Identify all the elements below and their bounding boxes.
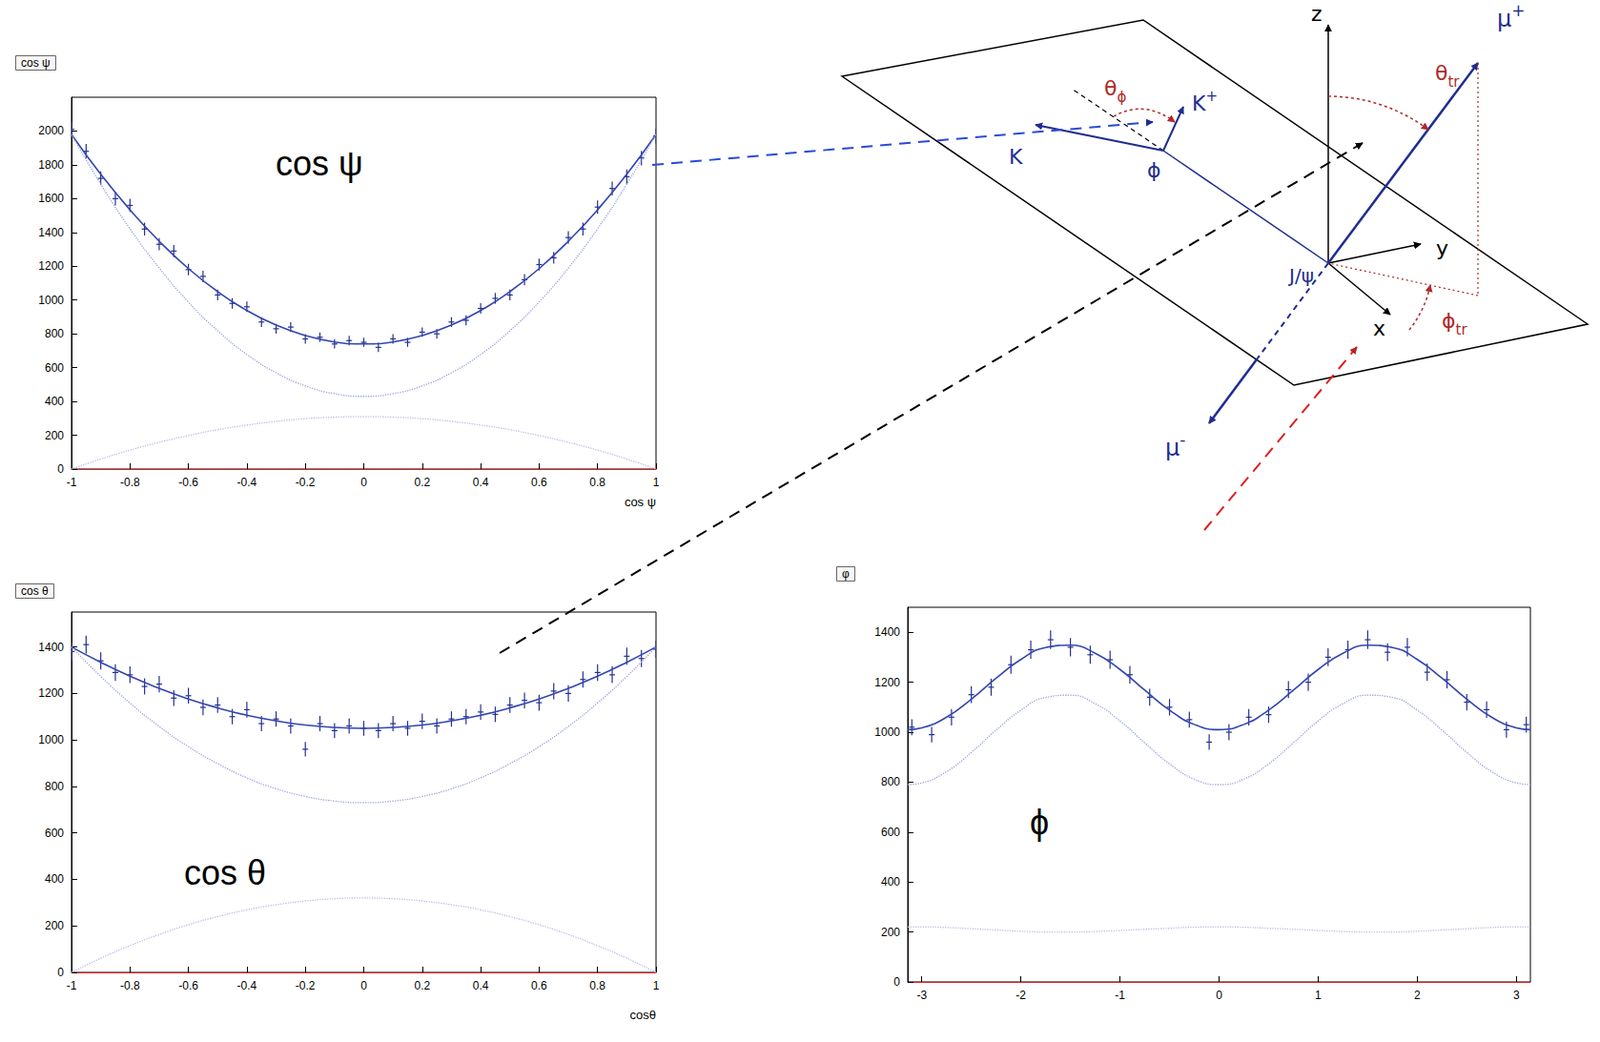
- svg-text:-1: -1: [66, 979, 78, 993]
- svg-text:1400: 1400: [874, 625, 901, 639]
- svg-text:μ-: μ-: [1165, 430, 1186, 462]
- svg-text:200: 200: [44, 919, 64, 933]
- svg-text:1400: 1400: [38, 225, 64, 240]
- svg-text:800: 800: [881, 775, 901, 789]
- svg-text:0: 0: [1215, 988, 1223, 1003]
- svg-text:cos ψ: cos ψ: [20, 56, 51, 70]
- svg-text:1200: 1200: [38, 686, 64, 700]
- svg-text:1: 1: [1314, 988, 1322, 1003]
- svg-text:0: 0: [57, 965, 64, 980]
- svg-text:600: 600: [44, 361, 64, 375]
- svg-text:1200: 1200: [874, 676, 901, 690]
- svg-text:0: 0: [360, 979, 368, 993]
- svg-text:-0.6: -0.6: [178, 475, 199, 490]
- svg-text:0.6: 0.6: [531, 979, 548, 993]
- svg-text:0.8: 0.8: [589, 979, 606, 993]
- svg-text:-3: -3: [916, 988, 927, 1003]
- svg-text:0.6: 0.6: [531, 475, 548, 490]
- svg-text:ϕtr: ϕtr: [1441, 308, 1468, 339]
- svg-text:-0.2: -0.2: [295, 475, 316, 490]
- svg-text:0.8: 0.8: [589, 475, 606, 490]
- svg-text:-1: -1: [66, 475, 78, 490]
- svg-text:800: 800: [44, 327, 64, 341]
- svg-text:-0.2: -0.2: [295, 979, 316, 993]
- svg-text:θtr: θtr: [1435, 61, 1460, 91]
- svg-text:800: 800: [44, 779, 64, 794]
- svg-text:-1: -1: [1114, 988, 1126, 1003]
- svg-text:1: 1: [653, 475, 660, 490]
- svg-text:2000: 2000: [38, 123, 64, 138]
- svg-text:0.4: 0.4: [472, 979, 490, 993]
- svg-text:-0.8: -0.8: [120, 475, 141, 490]
- svg-text:cos ψ: cos ψ: [275, 143, 364, 184]
- svg-text:0: 0: [893, 975, 901, 989]
- svg-text:1000: 1000: [874, 725, 901, 739]
- svg-text:cosθ: cosθ: [630, 1007, 657, 1023]
- svg-text:0: 0: [360, 475, 368, 490]
- svg-text:400: 400: [44, 872, 64, 886]
- svg-text:400: 400: [881, 875, 901, 889]
- svg-text:1000: 1000: [38, 293, 64, 308]
- svg-text:-0.6: -0.6: [178, 979, 199, 993]
- svg-text:z: z: [1311, 1, 1323, 26]
- svg-text:K+: K+: [1191, 87, 1218, 116]
- svg-text:200: 200: [881, 925, 901, 940]
- svg-text:1800: 1800: [38, 158, 64, 172]
- svg-text:200: 200: [44, 429, 64, 443]
- svg-text:1200: 1200: [38, 259, 64, 273]
- svg-text:600: 600: [44, 826, 64, 841]
- svg-text:1000: 1000: [38, 733, 64, 747]
- svg-text:μ+: μ+: [1497, 0, 1526, 33]
- svg-text:-0.8: -0.8: [120, 979, 141, 993]
- svg-text:1: 1: [653, 979, 660, 993]
- svg-text:0.2: 0.2: [413, 979, 431, 993]
- svg-text:1600: 1600: [38, 191, 64, 206]
- svg-text:-0.4: -0.4: [237, 979, 258, 993]
- svg-text:3: 3: [1513, 988, 1520, 1003]
- svg-text:2: 2: [1414, 988, 1421, 1003]
- svg-text:K: K: [1008, 144, 1024, 169]
- svg-text:φ: φ: [841, 567, 850, 581]
- svg-text:0.2: 0.2: [413, 475, 431, 490]
- svg-text:400: 400: [44, 394, 64, 409]
- svg-text:cos ψ: cos ψ: [624, 494, 657, 510]
- svg-text:600: 600: [881, 825, 901, 840]
- svg-text:ϕ: ϕ: [1029, 802, 1049, 842]
- svg-text:y: y: [1435, 236, 1449, 261]
- svg-text:-2: -2: [1015, 988, 1026, 1003]
- svg-text:1400: 1400: [38, 640, 64, 655]
- svg-text:cos θ: cos θ: [20, 584, 49, 598]
- svg-text:ϕ: ϕ: [1147, 158, 1162, 183]
- svg-text:x: x: [1373, 316, 1386, 341]
- svg-text:cos θ: cos θ: [184, 853, 267, 893]
- svg-text:-0.4: -0.4: [237, 475, 258, 490]
- svg-text:0: 0: [57, 462, 64, 476]
- svg-text:0.4: 0.4: [472, 475, 490, 490]
- svg-text:θϕ: θϕ: [1104, 76, 1127, 106]
- svg-text:J/ψ: J/ψ: [1287, 264, 1314, 288]
